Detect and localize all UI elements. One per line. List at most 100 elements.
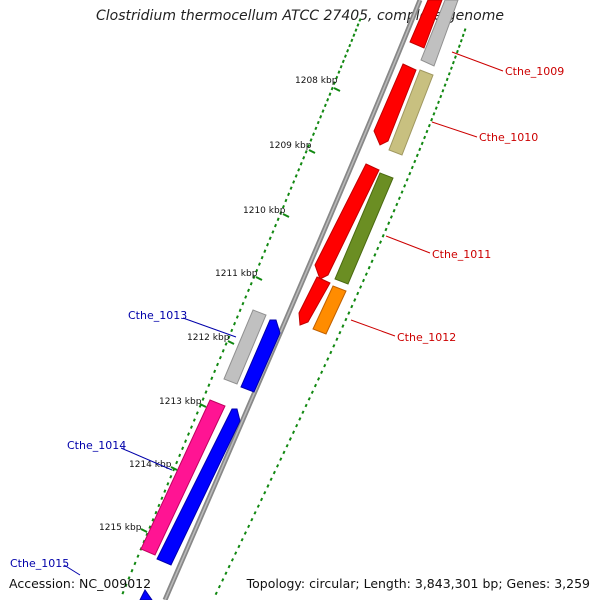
ring-tick [266, 242, 270, 247]
gene-feature-red-2[interactable] [373, 63, 417, 146]
gene-label-cthe-1012[interactable]: Cthe_1012 [397, 331, 456, 344]
ring-tick [332, 344, 336, 348]
ring-tick [335, 75, 339, 80]
gene-feature-khaki[interactable] [388, 69, 434, 156]
accession-text: Accession: NC_009012 [9, 576, 152, 591]
ring-tick [326, 357, 330, 361]
ring-tick [275, 464, 280, 468]
ring-tick [288, 437, 292, 441]
gene-label-cthe-1014[interactable]: Cthe_1014 [67, 439, 126, 452]
ring-tick [252, 275, 256, 279]
gene-feature-orange[interactable] [312, 285, 347, 335]
gene-label-cthe-1015[interactable]: Cthe_1015 [10, 557, 69, 570]
ring-tick [332, 81, 336, 85]
gene-feature-blue-2[interactable] [156, 408, 241, 566]
ring-tick [259, 497, 264, 502]
ring-tick [367, 265, 371, 270]
ring-tick [373, 253, 377, 257]
ring-tick [418, 147, 422, 152]
ring-tick [387, 221, 391, 225]
inner-tick-ring [214, 28, 467, 596]
ring-tick [133, 561, 137, 566]
ring-tick [268, 236, 272, 241]
ring-tick [358, 18, 362, 22]
gene-feature-blue-3[interactable] [139, 589, 153, 600]
ring-tick [335, 337, 339, 342]
leader-line [120, 447, 173, 471]
ring-tick [323, 363, 327, 368]
ring-tick [344, 317, 348, 322]
ring-tick [304, 403, 308, 408]
gene-label-cthe-1013[interactable]: Cthe_1013 [128, 309, 187, 322]
ring-tick [307, 144, 311, 148]
ring-tick [148, 525, 152, 529]
ring-tick [217, 584, 222, 589]
ring-tick [224, 342, 228, 346]
leader-line [182, 317, 237, 338]
position-tick [170, 466, 178, 471]
position-tick [255, 276, 263, 281]
gene-feature-red-3[interactable] [314, 163, 380, 280]
leader-line [350, 319, 396, 337]
ring-tick [127, 576, 131, 580]
ring-tick [246, 288, 251, 293]
ring-tick [227, 564, 231, 569]
ring-tick [241, 301, 245, 306]
ring-tick [397, 196, 401, 201]
ring-tick [163, 489, 167, 493]
ring-tick [263, 490, 267, 495]
ring-tick [319, 115, 323, 119]
ring-tick [298, 417, 302, 421]
gene-feature-red-1[interactable] [409, 0, 443, 49]
position-label: 1208 kbp [295, 76, 338, 86]
ring-tick [352, 33, 356, 37]
ring-tick [346, 49, 350, 53]
ring-tick [210, 376, 214, 381]
ring-tick [359, 285, 363, 289]
ring-tick [154, 510, 158, 515]
ring-tick [273, 223, 278, 228]
ring-tick [339, 65, 343, 69]
gene-label-cthe-1009[interactable]: Cthe_1009 [505, 65, 564, 78]
ring-tick [328, 92, 332, 96]
position-label: 1214 kbp [129, 460, 172, 470]
ring-tick [121, 590, 125, 595]
ring-tick [218, 355, 222, 360]
ring-tick [310, 390, 314, 395]
ring-tick [314, 126, 318, 131]
gene-feature-red-4[interactable] [298, 276, 331, 326]
ring-tick [213, 369, 217, 374]
ring-tick [263, 249, 267, 253]
ring-tick [230, 328, 234, 333]
gene-feature-blue-1[interactable] [240, 319, 281, 393]
ring-tick [287, 192, 291, 197]
gene-label-cthe-1011[interactable]: Cthe_1011 [432, 248, 491, 261]
ring-tick [356, 23, 360, 27]
ring-tick [169, 474, 173, 479]
ring-tick [235, 315, 239, 319]
ring-tick [321, 109, 325, 113]
ring-tick [378, 240, 383, 244]
ring-tick [215, 362, 220, 367]
page-title: Clostridium thermocellum ATCC 27405, com… [96, 8, 504, 24]
ring-tick [348, 43, 352, 48]
ring-tick [451, 60, 455, 65]
ring-tick [271, 230, 275, 234]
ring-tick [224, 571, 228, 576]
ring-tick [227, 335, 231, 339]
ring-tick [284, 198, 288, 203]
ring-tick [221, 578, 225, 582]
gene-label-cthe-1010[interactable]: Cthe_1010 [479, 131, 538, 144]
gene-feature-grey-1[interactable] [420, 0, 459, 67]
ring-tick [124, 583, 128, 588]
position-tick [140, 528, 148, 533]
ring-tick [356, 291, 360, 296]
ring-tick [311, 132, 316, 136]
position-label: 1210 kbp [243, 206, 286, 216]
ring-tick [249, 282, 253, 286]
gene-feature-pink[interactable] [140, 399, 226, 556]
gene-feature-olive[interactable] [334, 172, 394, 285]
ring-tick [415, 153, 419, 158]
ring-tick [266, 484, 270, 488]
gene-feature-grey-2[interactable] [223, 309, 267, 385]
